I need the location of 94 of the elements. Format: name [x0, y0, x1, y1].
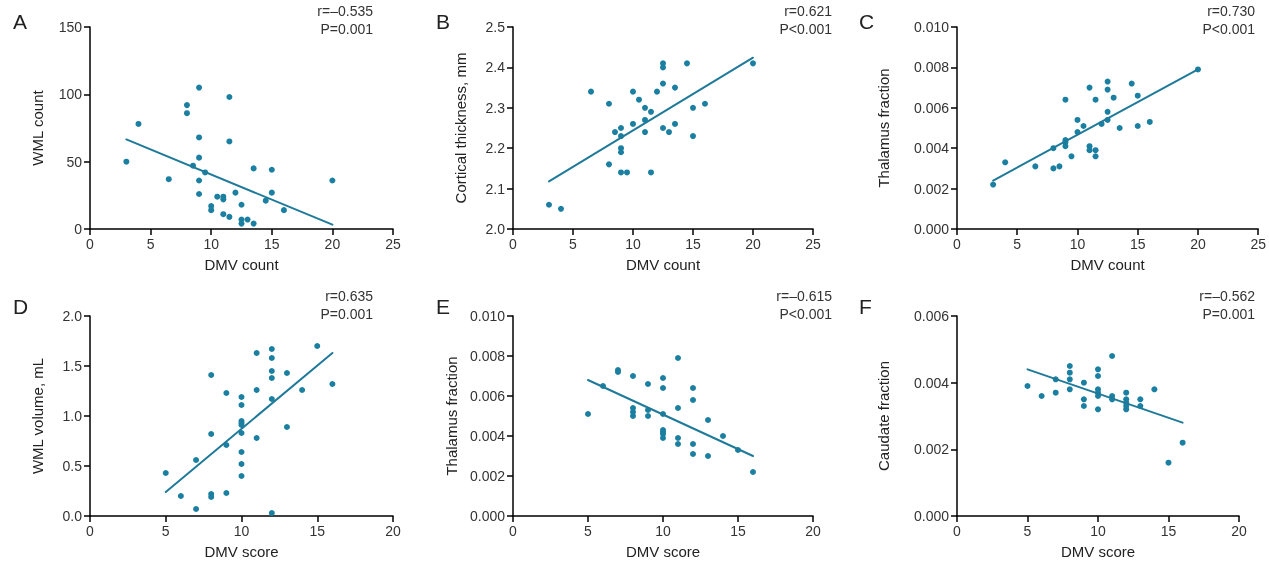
- y-tick-label: 0.008: [913, 59, 950, 76]
- y-tick-label: 0.006: [469, 388, 506, 404]
- y-axis-title: WML volume, mL: [29, 357, 46, 475]
- x-axis-title: DMV score: [625, 543, 701, 560]
- x-tick-label: 20: [1231, 523, 1247, 539]
- x-tick-label: 15: [309, 523, 326, 539]
- x-tick-label: 20: [1190, 236, 1206, 252]
- chart-title: A: [13, 10, 28, 33]
- y-tick-label: 0.000: [913, 508, 950, 524]
- x-axis-title: DMV count: [204, 256, 280, 273]
- x-tick-label: 10: [203, 236, 220, 252]
- x-tick-label: 5: [146, 236, 155, 252]
- y-axis-title: Thalamus fraction: [875, 68, 892, 188]
- annotation: P=0.001: [320, 21, 374, 37]
- x-tick-label: 20: [385, 523, 401, 539]
- chart-title: B: [436, 10, 451, 33]
- y-axis-title: Thalamus fraction: [443, 356, 461, 476]
- y-tick-label: 0.002: [913, 441, 950, 458]
- y-tick-label: 0.006: [913, 308, 950, 324]
- text: r=–0.535: [317, 3, 374, 19]
- y-tick-label: 0: [74, 221, 83, 237]
- chart-title: F: [859, 295, 872, 318]
- x-tick-label: 0: [953, 523, 962, 539]
- y-tick-label: 0.004: [469, 428, 506, 444]
- y-tick-label: 2.0: [62, 308, 83, 324]
- y-tick-label: 2.4: [485, 59, 506, 76]
- y-tick-label: 0.010: [913, 19, 950, 35]
- x-axis-title: DMV score: [1060, 543, 1136, 560]
- x-tick-label: 5: [161, 523, 170, 539]
- y-tick-label: 2.1: [485, 180, 506, 197]
- text: r=–0.615: [776, 288, 833, 304]
- x-tick-label: 20: [324, 236, 341, 252]
- chart-title: C: [859, 10, 875, 33]
- x-tick-label: 0: [509, 523, 518, 539]
- x-tick-label: 25: [805, 236, 821, 252]
- x-tick-label: 5: [569, 236, 578, 252]
- y-tick-label: 150: [58, 19, 83, 35]
- y-axis-title: Caudate fraction: [875, 360, 892, 472]
- y-tick-label: 2.2: [485, 140, 506, 157]
- x-tick-label: 0: [953, 236, 962, 252]
- text: r=0.635: [325, 288, 374, 304]
- x-tick-label: 10: [233, 523, 250, 539]
- x-tick-label: 0: [86, 236, 95, 252]
- x-tick-label: 15: [730, 523, 746, 539]
- x-tick-label: 5: [1013, 236, 1022, 252]
- x-tick-label: 20: [805, 523, 821, 539]
- x-tick-label: 20: [745, 236, 761, 252]
- y-tick-label: 0.004: [913, 140, 950, 157]
- x-tick-label: 0: [86, 523, 95, 539]
- x-tick-label: 5: [1023, 523, 1032, 539]
- y-tick-label: 2.3: [485, 99, 506, 116]
- text: r=0.621: [784, 3, 833, 19]
- text: r=0.730: [1207, 3, 1256, 19]
- y-axis-title: Cortical thickness, mm: [452, 52, 469, 204]
- x-tick-label: 10: [655, 523, 671, 539]
- y-tick-label: 100: [58, 86, 83, 103]
- chart-title: D: [13, 295, 29, 318]
- y-tick-label: 2.0: [485, 221, 506, 237]
- x-tick-label: 15: [1160, 523, 1177, 539]
- x-tick-label: 5: [584, 523, 593, 539]
- y-tick-label: 0.000: [469, 508, 506, 524]
- y-tick-label: 0.006: [913, 99, 950, 116]
- x-tick-label: 10: [625, 236, 641, 252]
- y-tick-label: 0.004: [913, 374, 950, 391]
- annotation: P=0.001: [1202, 306, 1256, 322]
- y-tick-label: 0.008: [469, 348, 506, 364]
- text: r=–0.562: [1199, 288, 1256, 304]
- annotation: P<0.001: [779, 306, 833, 322]
- x-tick-label: 0: [509, 236, 518, 252]
- y-tick-label: 0.5: [62, 458, 83, 474]
- y-tick-label: 2.5: [485, 19, 506, 35]
- y-tick-label: 1.5: [62, 358, 83, 374]
- x-axis-title: DMV count: [625, 256, 701, 273]
- y-tick-label: 50: [66, 153, 83, 170]
- x-tick-label: 10: [1090, 523, 1106, 539]
- annotation: P=0.001: [320, 306, 374, 322]
- annotation: P<0.001: [779, 21, 833, 37]
- y-tick-label: 0.002: [913, 180, 950, 197]
- annotation: P<0.001: [1202, 21, 1256, 37]
- y-axis-title: WML count: [29, 89, 46, 166]
- chart-title: E: [436, 295, 451, 318]
- y-tick-label: 0.010: [469, 308, 506, 324]
- x-axis-title: DMV score: [204, 543, 279, 560]
- x-tick-label: 10: [1069, 236, 1086, 252]
- y-tick-label: 0.0: [62, 508, 83, 524]
- x-tick-label: 25: [1250, 236, 1267, 252]
- y-tick-label: 1.0: [62, 408, 83, 424]
- x-tick-label: 15: [264, 236, 280, 252]
- x-tick-label: 25: [385, 236, 401, 252]
- x-axis-title: DMV count: [1070, 256, 1146, 273]
- y-tick-label: 0.000: [913, 221, 950, 237]
- x-tick-label: 15: [1129, 236, 1146, 252]
- x-tick-label: 15: [685, 236, 701, 252]
- y-tick-label: 0.002: [469, 468, 506, 484]
